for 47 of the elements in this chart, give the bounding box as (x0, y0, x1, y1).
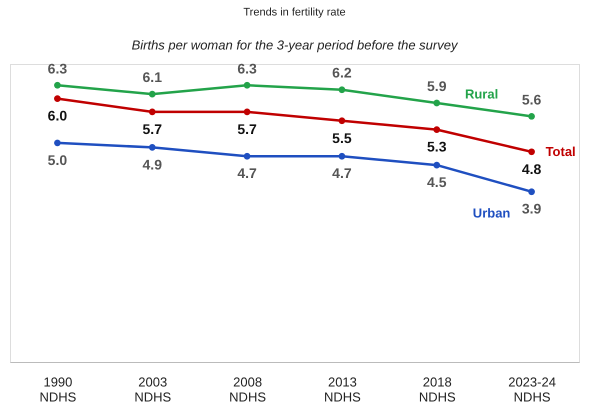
data-label: 6.3 (48, 60, 68, 76)
data-label: 6.1 (142, 69, 162, 86)
point (244, 152, 250, 160)
data-label: 4.7 (237, 165, 258, 182)
chart-subtitle: Births per woman for the 3-year period before the survey (132, 37, 459, 52)
point (54, 95, 61, 102)
point (148, 90, 156, 98)
x-tick-label: 2018 NDHS (418, 374, 456, 404)
series-label: Total (546, 144, 576, 159)
point (54, 140, 61, 146)
data-label: 4.7 (332, 165, 352, 182)
data-label: 5.7 (142, 120, 162, 137)
data-label: 6.2 (332, 64, 352, 81)
point (148, 108, 156, 116)
data-label: 5.0 (48, 152, 68, 168)
point (338, 152, 346, 160)
point (338, 117, 346, 124)
data-label: 5.6 (522, 91, 542, 108)
data-label: 6.3 (237, 60, 258, 76)
point (244, 108, 250, 116)
point (528, 148, 535, 156)
data-label: 4.5 (427, 174, 447, 190)
data-label: 5.5 (332, 130, 352, 146)
point (528, 188, 535, 196)
point (433, 162, 440, 168)
data-label: 5.9 (427, 78, 447, 94)
series-label: Urban (472, 206, 510, 221)
x-tick-label: 2008 NDHS (229, 374, 266, 404)
x-tick-label: 2003 NDHS (134, 374, 172, 404)
chart-title: Trends in fertility rate (243, 6, 346, 18)
data-label: 6.0 (48, 108, 68, 124)
data-label: 5.7 (237, 120, 258, 137)
point (433, 126, 440, 133)
data-label: 3.9 (522, 200, 542, 217)
data-label: 4.9 (142, 156, 162, 172)
point (338, 86, 346, 94)
series-label: Rural (464, 86, 498, 102)
data-label: 4.8 (522, 160, 542, 177)
data-label: 5.3 (427, 138, 447, 155)
x-tick-label: 1990 NDHS (39, 374, 77, 404)
point (528, 112, 535, 120)
x-tick-label: 2013 NDHS (324, 374, 362, 404)
point (54, 82, 61, 89)
point (244, 82, 250, 89)
x-tick-label: 2023-24 NDHS (508, 374, 556, 404)
point (148, 144, 156, 151)
point (433, 100, 440, 106)
